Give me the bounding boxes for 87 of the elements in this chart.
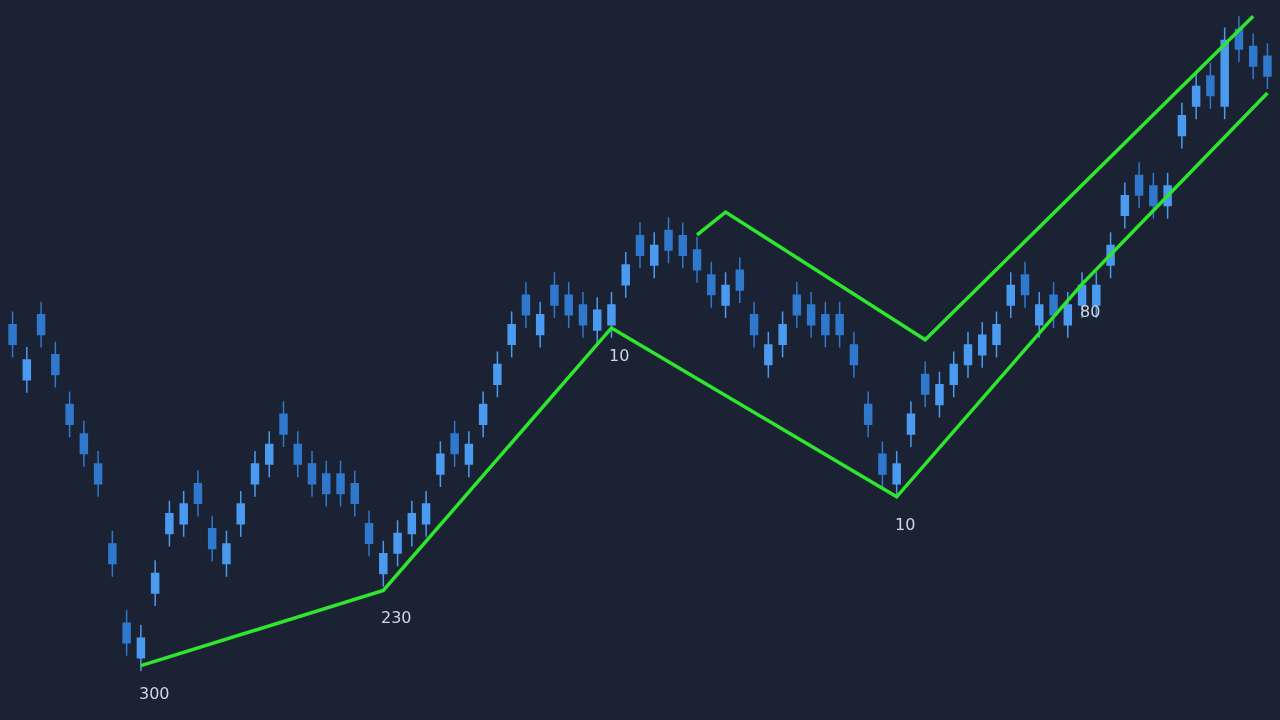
candlestick: [635, 221, 645, 270]
candlestick: [978, 321, 987, 369]
annotation: 10: [895, 515, 916, 534]
candlestick: [878, 440, 887, 488]
candlestick: [1134, 161, 1144, 209]
candlestick: [792, 281, 802, 329]
candlestick: [707, 261, 716, 309]
candlestick: [279, 400, 288, 448]
candlestick: [550, 271, 559, 319]
candlestick: [179, 490, 188, 538]
candlestick: [22, 346, 32, 394]
candlestick: [421, 490, 431, 538]
candlestick: [1149, 172, 1158, 220]
candlestick: [621, 251, 630, 299]
candlestick: [650, 231, 659, 279]
candlestick: [963, 331, 973, 379]
candlestick: [464, 430, 474, 478]
candlestick: [578, 291, 588, 339]
candlestick: [992, 310, 1001, 359]
candlestick: [721, 271, 730, 319]
candlestick: [193, 469, 203, 518]
candlestick: [336, 460, 345, 508]
candlestick: [379, 539, 388, 588]
candlestick: [692, 236, 702, 284]
candlestick: [1035, 291, 1044, 339]
annotation: 10: [609, 346, 630, 365]
candlestick: [51, 340, 60, 389]
candlestick: [264, 430, 274, 478]
candlestick: [36, 301, 46, 349]
candlestick: [307, 450, 317, 498]
candlestick: [407, 499, 417, 548]
candlestick: [8, 310, 17, 359]
candlestick: [778, 310, 787, 359]
candlestick: [521, 281, 531, 329]
candlestick: [935, 371, 944, 419]
candlestick: [165, 499, 174, 548]
candlestick: [735, 256, 745, 304]
candlestick: [222, 530, 231, 578]
candlestick: [364, 509, 374, 558]
candlestick: [1063, 291, 1073, 339]
candlestick: [1049, 281, 1058, 329]
candlestick: [863, 390, 873, 438]
candlestick: [849, 331, 859, 379]
candlestick: [1220, 26, 1229, 120]
candlestick: [664, 216, 673, 264]
candlestick: [493, 350, 502, 399]
candlestick: [322, 460, 331, 508]
candlestick: [436, 440, 445, 488]
candlestick: [150, 559, 160, 607]
candlestick: [393, 519, 402, 567]
candlestick: [1263, 42, 1272, 90]
candlestick: [678, 221, 688, 270]
candlestick: [1006, 271, 1016, 319]
candlestick: [1020, 261, 1030, 309]
candlestick: [607, 291, 616, 339]
candlestick: [835, 301, 844, 349]
candlestick: [764, 331, 773, 379]
candlestick: [350, 469, 360, 518]
annotation: 230: [381, 608, 412, 627]
candlestick: [450, 420, 459, 468]
candlestick: [108, 530, 117, 578]
candlestick: [592, 296, 602, 344]
candlestick: [207, 515, 217, 563]
candlestick: [1248, 32, 1258, 80]
candlestick: [79, 420, 89, 468]
candlestick: [236, 490, 245, 538]
candlestick: [821, 301, 830, 349]
candlestick: [65, 390, 74, 438]
candlestick: [906, 400, 916, 448]
candlestick: [749, 301, 759, 349]
candlestick: [478, 390, 488, 438]
candlestick: [250, 450, 260, 498]
candlestick: [122, 609, 131, 657]
candlestick: [949, 350, 958, 399]
candlestick: [535, 301, 545, 349]
candlestick: [293, 430, 302, 478]
candlestick: [920, 360, 930, 408]
candlestick: [564, 281, 573, 329]
candlestick: [136, 624, 146, 672]
text: 300: [139, 684, 170, 703]
candlestick: [507, 310, 516, 359]
candlestick: [93, 450, 103, 498]
candlestick: [1177, 102, 1187, 150]
candlestick: [1206, 62, 1215, 110]
candlestick: [806, 291, 816, 339]
candlestick: [1191, 72, 1201, 120]
candlestick: [1120, 181, 1130, 230]
